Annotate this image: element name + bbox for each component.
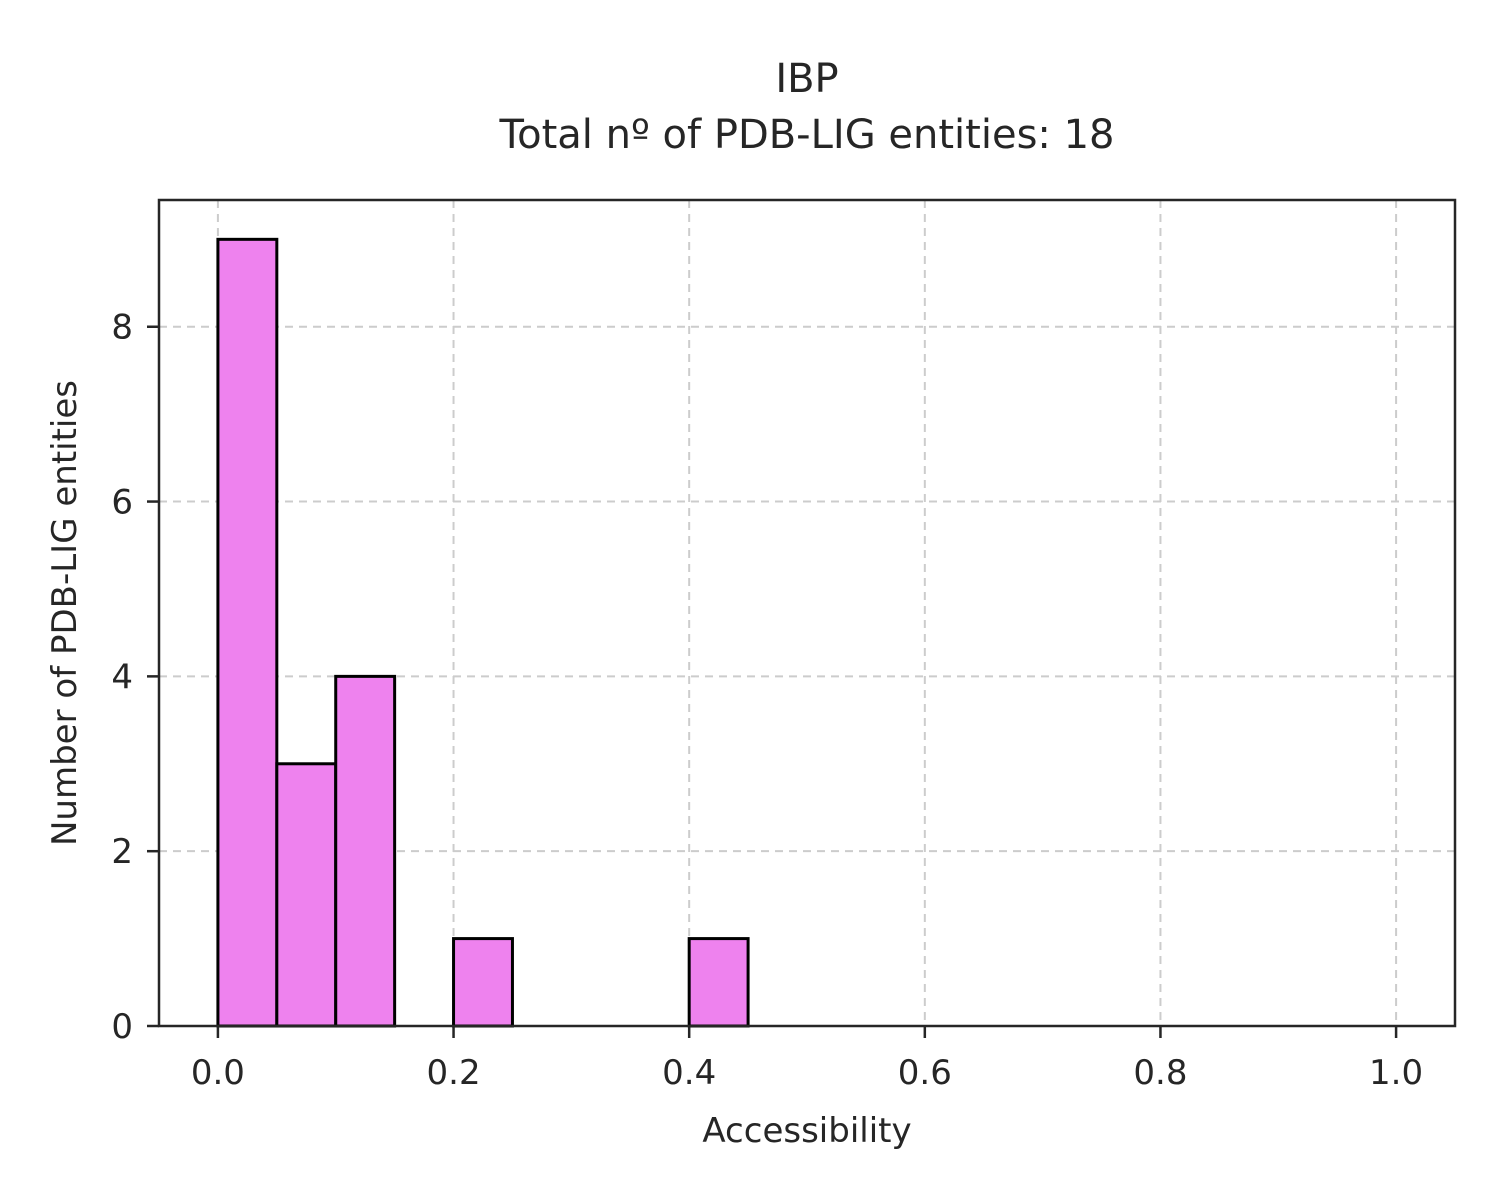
bars — [216, 237, 750, 1028]
plot-frame — [157, 198, 1457, 1028]
histogram-bar — [275, 762, 338, 1028]
histogram-bar — [216, 237, 279, 1028]
chart-title: IBP — [775, 56, 838, 102]
histogram-bar — [334, 674, 397, 1028]
y-tick-label: 6 — [111, 483, 133, 523]
y-tick-label: 0 — [111, 1007, 133, 1047]
x-tick-label: 0.0 — [191, 1053, 245, 1093]
x-tick-label: 0.6 — [898, 1053, 952, 1093]
chart-subtitle: Total nº of PDB-LIG entities: 18 — [499, 112, 1115, 158]
x-tick-label: 0.8 — [1133, 1053, 1187, 1093]
y-axis-label: Number of PDB-LIG entities — [45, 380, 85, 846]
histogram-bar — [452, 937, 514, 1028]
y-tick-label: 2 — [111, 832, 133, 872]
y-tick-label: 4 — [111, 657, 133, 697]
y-axis-ticks: 0 2 4 6 8 — [111, 308, 159, 1047]
histogram-bar — [687, 937, 750, 1028]
x-tick-label: 0.2 — [427, 1053, 481, 1093]
y-tick-label: 8 — [111, 308, 133, 348]
x-axis-label: Accessibility — [702, 1111, 911, 1151]
x-axis-ticks: 0.0 0.2 0.4 0.6 0.8 1.0 — [191, 1026, 1423, 1093]
x-tick-label: 1.0 — [1369, 1053, 1423, 1093]
x-tick-label: 0.4 — [662, 1053, 716, 1093]
